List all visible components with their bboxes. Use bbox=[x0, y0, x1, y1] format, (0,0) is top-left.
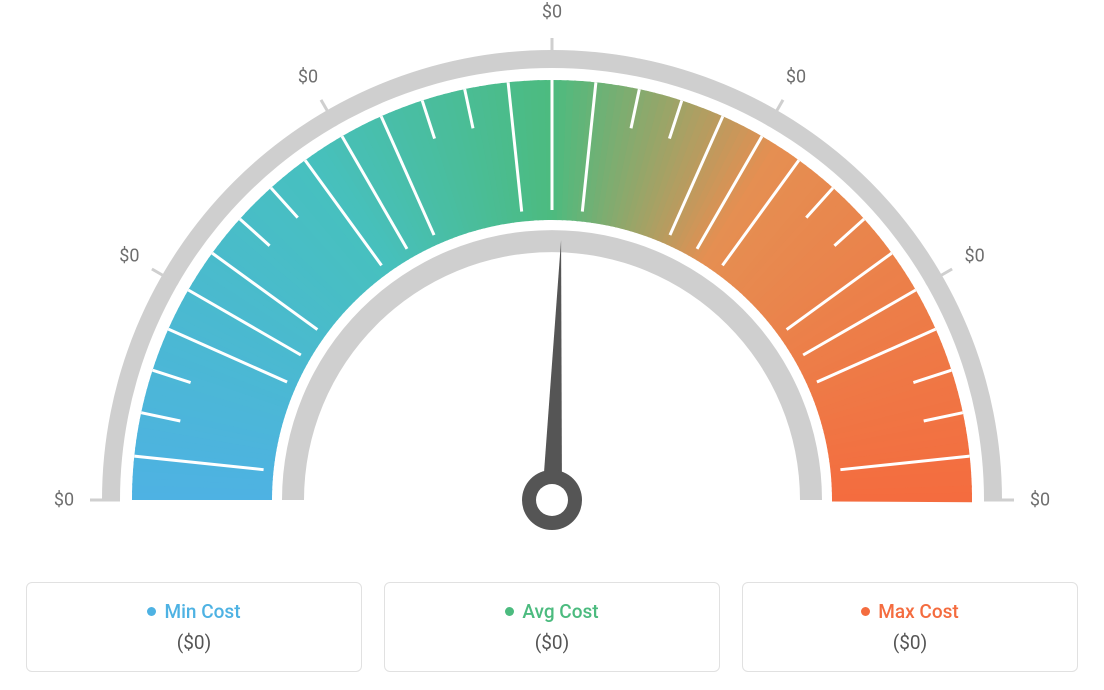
legend-value-min: ($0) bbox=[177, 631, 211, 654]
gauge-tick-label: $0 bbox=[54, 490, 74, 511]
legend-card-min: Min Cost ($0) bbox=[26, 582, 362, 672]
legend-value-avg: ($0) bbox=[535, 631, 569, 654]
legend-card-max: Max Cost ($0) bbox=[742, 582, 1078, 672]
gauge-svg bbox=[0, 0, 1104, 560]
gauge-tick-label: $0 bbox=[542, 2, 562, 23]
cost-gauge-chart: $0 $0 $0 $0 $0 $0 $0 bbox=[0, 0, 1104, 560]
gauge-tick-label: $0 bbox=[119, 246, 139, 267]
legend-label-avg: Avg Cost bbox=[522, 600, 598, 623]
gauge-tick-label: $0 bbox=[298, 67, 318, 88]
gauge-tick-label: $0 bbox=[786, 67, 806, 88]
legend-label-min: Min Cost bbox=[164, 600, 240, 623]
legend-title-min: Min Cost bbox=[147, 600, 240, 623]
gauge-tick-label: $0 bbox=[964, 246, 984, 267]
legend-dot-avg bbox=[505, 607, 514, 616]
legend-row: Min Cost ($0) Avg Cost ($0) Max Cost ($0… bbox=[26, 582, 1078, 672]
legend-card-avg: Avg Cost ($0) bbox=[384, 582, 720, 672]
legend-dot-min bbox=[147, 607, 156, 616]
legend-dot-max bbox=[861, 607, 870, 616]
legend-label-max: Max Cost bbox=[878, 600, 958, 623]
legend-value-max: ($0) bbox=[893, 631, 927, 654]
gauge-tick-label: $0 bbox=[1030, 490, 1050, 511]
legend-title-max: Max Cost bbox=[861, 600, 958, 623]
legend-title-avg: Avg Cost bbox=[505, 600, 598, 623]
